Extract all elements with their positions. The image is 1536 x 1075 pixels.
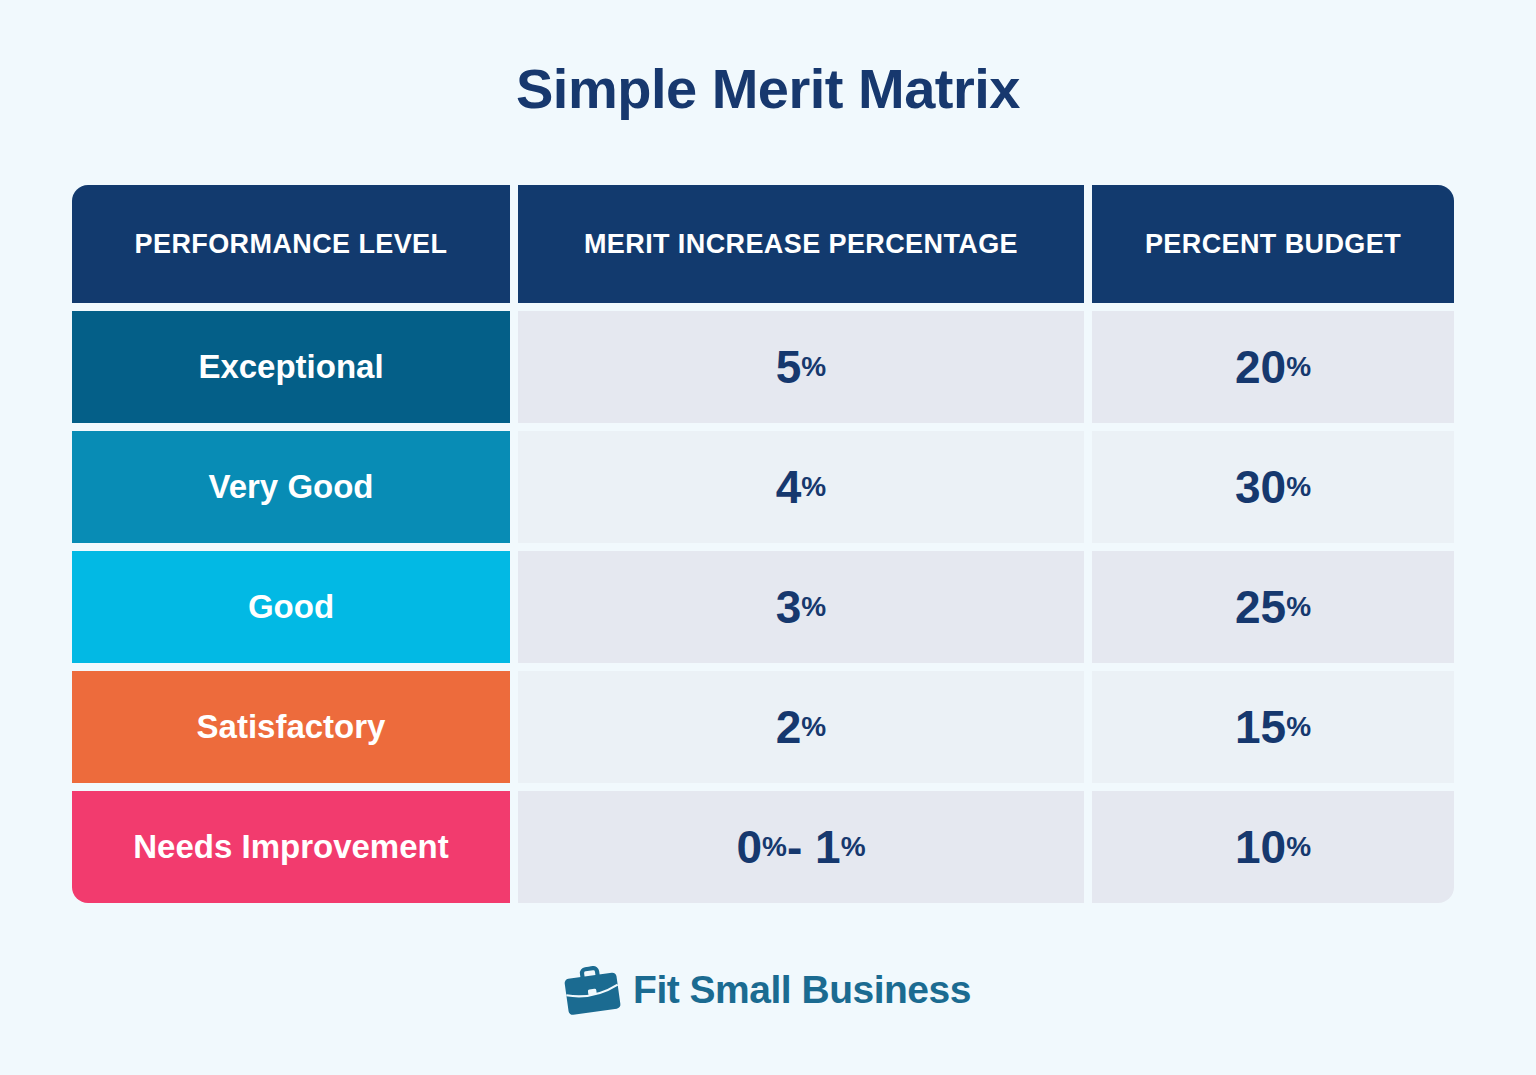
budget-value: 25% (1092, 551, 1454, 663)
budget-value: 10% (1092, 791, 1454, 903)
row-label-satisfactory: Satisfactory (72, 671, 510, 783)
merit-value: 3% (518, 551, 1084, 663)
row-label-good: Good (72, 551, 510, 663)
brand-footer: Fit Small Business (0, 966, 1536, 1014)
row-label-needs-improvement: Needs Improvement (72, 791, 510, 903)
column-header-percent-budget: PERCENT BUDGET (1092, 185, 1454, 303)
budget-value: 15% (1092, 671, 1454, 783)
column-header-merit-increase-percentage: MERIT INCREASE PERCENTAGE (518, 185, 1084, 303)
page-title: Simple Merit Matrix (0, 56, 1536, 121)
budget-value: 30% (1092, 431, 1454, 543)
merit-value: 5% (518, 311, 1084, 423)
row-label-very-good: Very Good (72, 431, 510, 543)
merit-matrix-infographic: Simple Merit Matrix PERFORMANCE LEVEL ME… (0, 0, 1536, 1075)
merit-value: 0% - 1% (518, 791, 1084, 903)
merit-value: 2% (518, 671, 1084, 783)
row-label-exceptional: Exceptional (72, 311, 510, 423)
merit-value: 4% (518, 431, 1084, 543)
merit-matrix-table: PERFORMANCE LEVEL MERIT INCREASE PERCENT… (72, 185, 1454, 903)
column-header-performance-level: PERFORMANCE LEVEL (72, 185, 510, 303)
brand-name: Fit Small Business (633, 968, 971, 1012)
budget-value: 20% (1092, 311, 1454, 423)
briefcase-icon (562, 962, 622, 1017)
